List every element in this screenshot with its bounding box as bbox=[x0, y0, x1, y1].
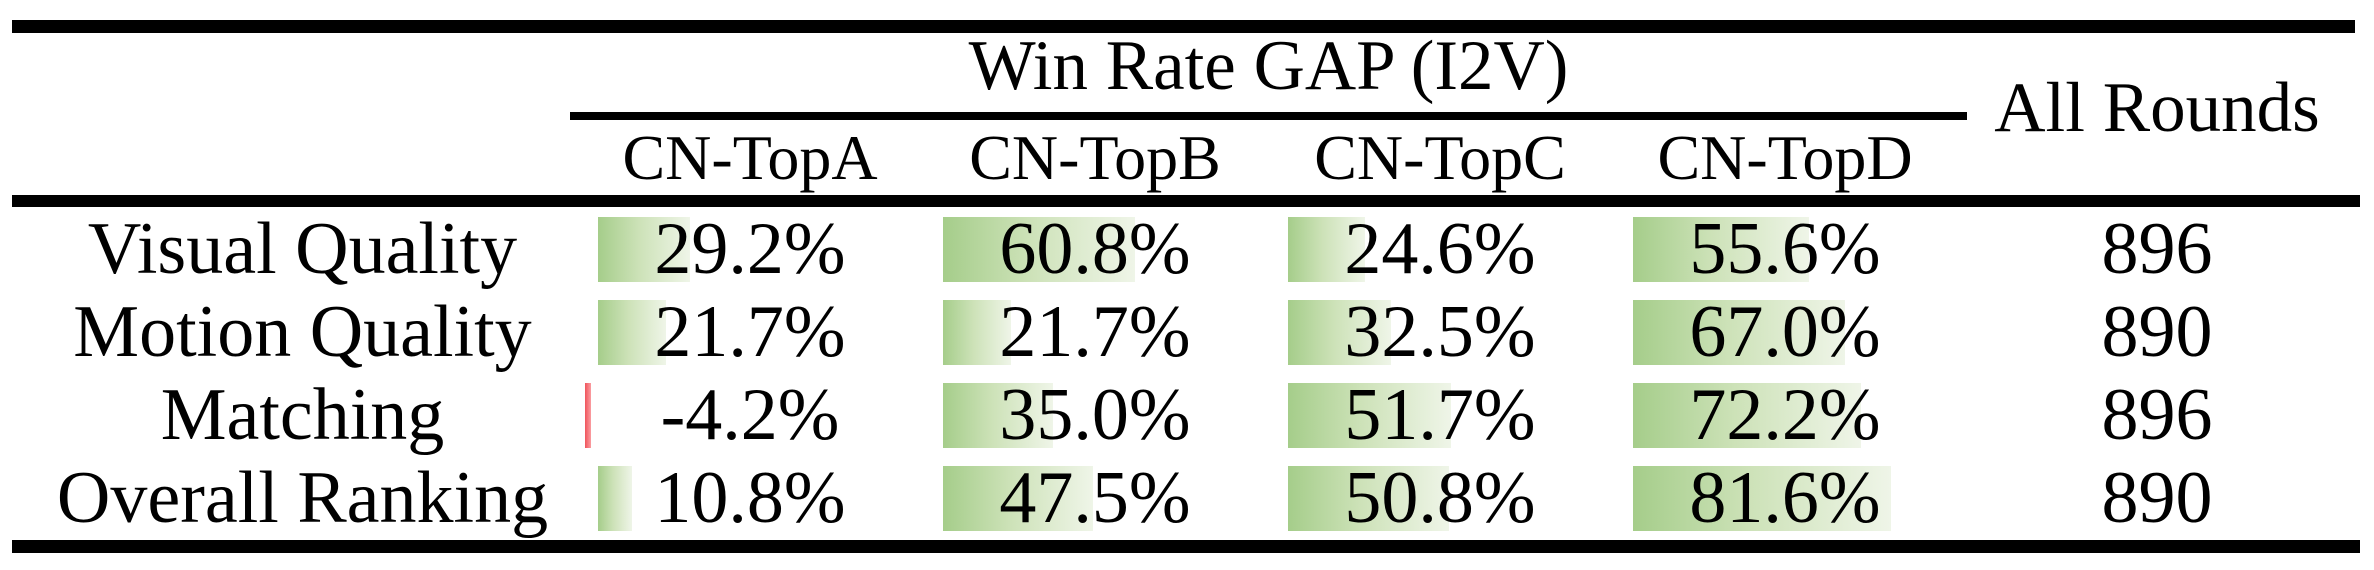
win-rate-value: 21.7% bbox=[999, 291, 1191, 373]
win-rate-value: 67.0% bbox=[1689, 291, 1881, 373]
table-title: Win Rate GAP (I2V) bbox=[968, 27, 1569, 105]
table-row: Overall Ranking 10.8% 47.5% 50.8% 81.6% 890 bbox=[0, 457, 2374, 540]
row-label: Overall Ranking bbox=[56, 457, 549, 539]
table-row: Motion Quality 21.7% 21.7% 32.5% 67.0% 890 bbox=[0, 291, 2374, 374]
win-rate-value: 81.6% bbox=[1689, 457, 1881, 539]
win-rate-bar-positive bbox=[942, 217, 1136, 282]
win-rate-bar-positive bbox=[1287, 466, 1449, 531]
top-rule bbox=[12, 20, 2355, 33]
win-rate-value: 47.5% bbox=[999, 457, 1191, 539]
win-rate-bar-positive bbox=[1632, 217, 1809, 282]
all-rounds-header: All Rounds bbox=[1994, 68, 2320, 147]
win-rate-value: -4.2% bbox=[660, 374, 840, 456]
win-rate-cell: 50.8% bbox=[1268, 457, 1613, 540]
win-rate-value: 55.6% bbox=[1689, 208, 1881, 290]
win-rate-cell: 81.6% bbox=[1613, 457, 1958, 540]
row-label: Matching bbox=[160, 374, 445, 456]
win-rate-bar-positive bbox=[942, 383, 1054, 448]
all-rounds-value: 896 bbox=[2101, 208, 2213, 290]
win-rate-bar-positive bbox=[597, 217, 691, 282]
header-rule bbox=[12, 195, 2360, 207]
win-rate-cell: 72.2% bbox=[1613, 374, 1958, 457]
column-header-cn-topc: CN-TopC bbox=[1314, 122, 1566, 193]
row-label: Motion Quality bbox=[73, 291, 532, 373]
win-rate-cell: 29.2% bbox=[578, 208, 923, 291]
win-rate-bar-positive bbox=[1287, 300, 1391, 365]
win-rate-bar-positive bbox=[1632, 466, 1892, 531]
win-rate-value: 29.2% bbox=[654, 208, 846, 290]
all-rounds-value: 896 bbox=[2101, 374, 2213, 456]
column-header-cn-topd: CN-TopD bbox=[1657, 122, 1913, 193]
win-rate-value: 32.5% bbox=[1344, 291, 1536, 373]
all-rounds-value: 890 bbox=[2101, 457, 2213, 539]
win-rate-bar-positive bbox=[1287, 383, 1452, 448]
win-rate-value: 21.7% bbox=[654, 291, 846, 373]
win-rate-bar-positive bbox=[942, 300, 1012, 365]
win-rate-cell: 47.5% bbox=[923, 457, 1268, 540]
win-rate-cell: -4.2% bbox=[578, 374, 923, 457]
win-rate-value: 24.6% bbox=[1344, 208, 1536, 290]
win-rate-value: 72.2% bbox=[1689, 374, 1881, 456]
win-rate-value: 50.8% bbox=[1344, 457, 1536, 539]
win-rate-bar-positive bbox=[1632, 300, 1845, 365]
win-rate-value: 51.7% bbox=[1344, 374, 1536, 456]
win-rate-cell: 21.7% bbox=[923, 291, 1268, 374]
table-row: Visual Quality 29.2% 60.8% 24.6% 55.6% 896 bbox=[0, 208, 2374, 291]
win-rate-bar-positive bbox=[942, 466, 1094, 531]
win-rate-value: 10.8% bbox=[654, 457, 846, 539]
win-rate-cell: 24.6% bbox=[1268, 208, 1613, 291]
win-rate-cell: 35.0% bbox=[923, 374, 1268, 457]
win-rate-cell: 32.5% bbox=[1268, 291, 1613, 374]
bottom-rule bbox=[12, 540, 2360, 553]
group-header-rule bbox=[570, 112, 1967, 120]
row-label: Visual Quality bbox=[87, 208, 518, 290]
win-rate-cell: 60.8% bbox=[923, 208, 1268, 291]
win-rate-cell: 55.6% bbox=[1613, 208, 1958, 291]
all-rounds-value: 890 bbox=[2101, 291, 2213, 373]
win-rate-cell: 21.7% bbox=[578, 291, 923, 374]
win-rate-bar-positive bbox=[597, 300, 667, 365]
column-header-cn-topb: CN-TopB bbox=[969, 122, 1221, 193]
win-rate-bar-negative bbox=[584, 383, 592, 448]
win-rate-bar-positive bbox=[1287, 217, 1366, 282]
win-rate-cell: 51.7% bbox=[1268, 374, 1613, 457]
table-row: Matching -4.2% 35.0% 51.7% 72.2% 896 bbox=[0, 374, 2374, 457]
win-rate-bar-positive bbox=[597, 466, 632, 531]
win-rate-cell: 10.8% bbox=[578, 457, 923, 540]
win-rate-cell: 67.0% bbox=[1613, 291, 1958, 374]
win-rate-value: 35.0% bbox=[999, 374, 1191, 456]
column-header-cn-topa: CN-TopA bbox=[622, 122, 878, 193]
win-rate-value: 60.8% bbox=[999, 208, 1191, 290]
win-rate-bar-positive bbox=[1632, 383, 1862, 448]
